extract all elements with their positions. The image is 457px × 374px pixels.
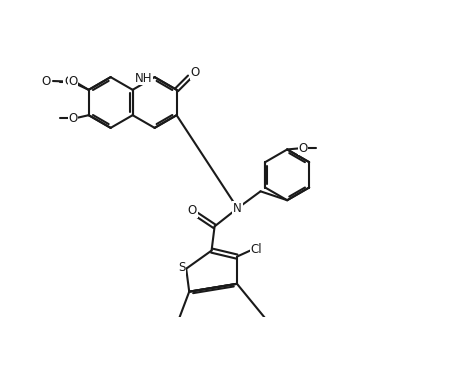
Text: NH: NH xyxy=(135,71,152,85)
Text: O: O xyxy=(188,204,197,217)
Text: Cl: Cl xyxy=(250,243,262,257)
Text: O: O xyxy=(190,66,200,79)
Text: O: O xyxy=(41,74,50,88)
Text: N: N xyxy=(233,202,242,215)
Text: O: O xyxy=(69,76,78,88)
Text: O: O xyxy=(69,112,78,125)
Text: O: O xyxy=(298,142,308,155)
Text: S: S xyxy=(178,261,186,274)
Text: O: O xyxy=(64,74,74,88)
